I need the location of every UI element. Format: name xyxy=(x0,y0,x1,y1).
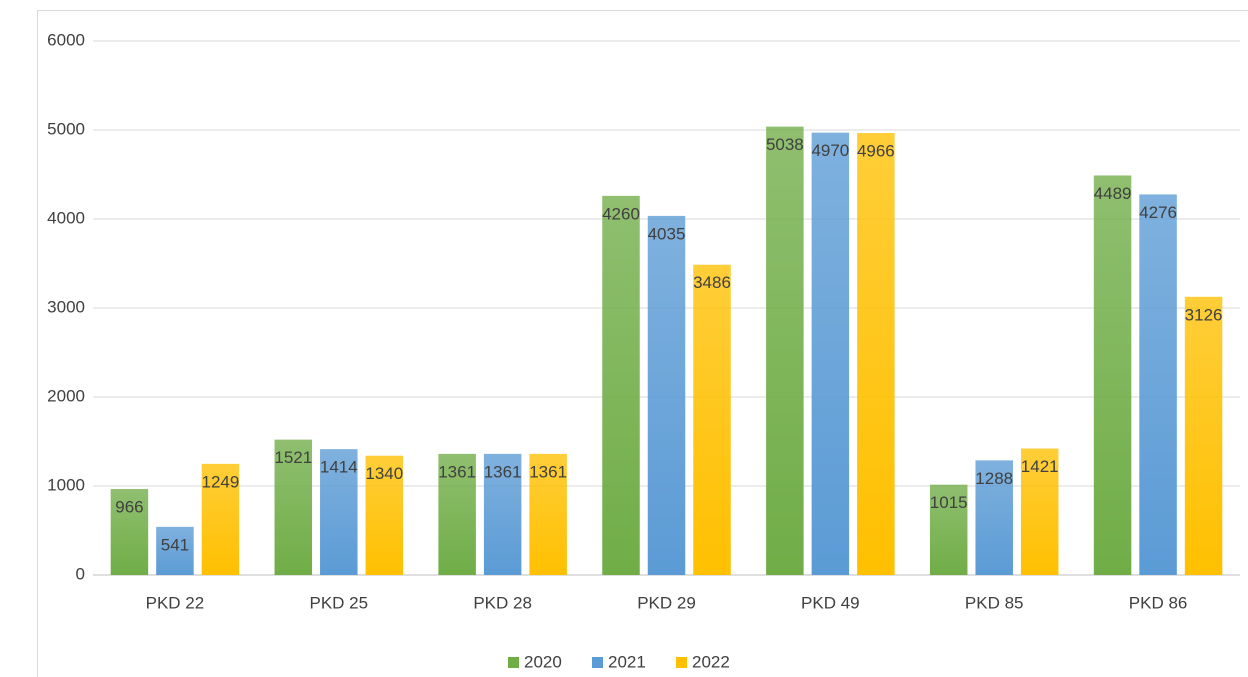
legend-label: 2020 xyxy=(524,652,562,671)
x-tick-label: PKD 85 xyxy=(965,593,1024,612)
data-label: 1521 xyxy=(274,448,312,467)
y-tick-label: 1000 xyxy=(47,475,85,494)
bar xyxy=(201,463,240,575)
data-label: 4970 xyxy=(811,141,849,160)
bar xyxy=(1184,296,1223,575)
data-label: 1361 xyxy=(484,462,522,481)
bar xyxy=(1093,175,1132,575)
y-tick-label: 6000 xyxy=(47,30,85,49)
x-tick-label: PKD 28 xyxy=(473,593,532,612)
data-label: 4035 xyxy=(648,224,686,243)
y-tick-label: 0 xyxy=(76,564,85,583)
x-tick-label: PKD 29 xyxy=(637,593,696,612)
legend-swatch xyxy=(676,657,687,668)
bar xyxy=(274,439,313,575)
x-tick-label: PKD 22 xyxy=(146,593,205,612)
y-tick-label: 5000 xyxy=(47,119,85,138)
data-label: 1421 xyxy=(1021,457,1059,476)
bar xyxy=(1020,448,1059,575)
bar xyxy=(365,455,404,575)
data-label: 1340 xyxy=(365,464,403,483)
data-label: 1015 xyxy=(930,493,968,512)
chart-border xyxy=(37,10,1248,677)
data-label: 1361 xyxy=(529,462,567,481)
legend-label: 2021 xyxy=(608,652,646,671)
data-label: 4489 xyxy=(1094,184,1132,203)
y-tick-label: 3000 xyxy=(47,297,85,316)
bar xyxy=(857,133,895,575)
bar xyxy=(811,132,850,576)
x-tick-label: PKD 86 xyxy=(1129,593,1188,612)
data-label: 3126 xyxy=(1185,305,1223,324)
bar xyxy=(766,126,804,576)
data-label: 5038 xyxy=(766,135,804,154)
bar xyxy=(602,195,640,576)
bar xyxy=(483,453,522,575)
legend-swatch xyxy=(508,657,519,668)
y-tick-label: 2000 xyxy=(47,386,85,405)
legend-swatch xyxy=(592,657,603,668)
bar xyxy=(438,453,476,575)
data-label: 1361 xyxy=(438,462,476,481)
data-label: 1249 xyxy=(202,472,240,491)
data-label: 1414 xyxy=(320,458,358,477)
bar xyxy=(929,484,968,575)
bar xyxy=(693,264,731,575)
data-label: 4260 xyxy=(602,204,640,223)
legend-label: 2022 xyxy=(692,652,730,671)
bar xyxy=(529,453,567,575)
bar xyxy=(975,460,1013,575)
data-label: 541 xyxy=(161,535,189,554)
bar xyxy=(1139,194,1177,575)
bar xyxy=(320,449,358,575)
data-label: 3486 xyxy=(693,273,731,292)
data-label: 966 xyxy=(115,498,143,517)
x-tick-label: PKD 25 xyxy=(309,593,368,612)
bar xyxy=(110,489,149,575)
x-tick-label: PKD 49 xyxy=(801,593,860,612)
bar xyxy=(647,215,686,575)
data-label: 4276 xyxy=(1139,203,1177,222)
data-label: 1288 xyxy=(975,469,1013,488)
bar xyxy=(156,526,194,575)
data-label: 4966 xyxy=(857,142,895,161)
y-tick-label: 4000 xyxy=(47,208,85,227)
